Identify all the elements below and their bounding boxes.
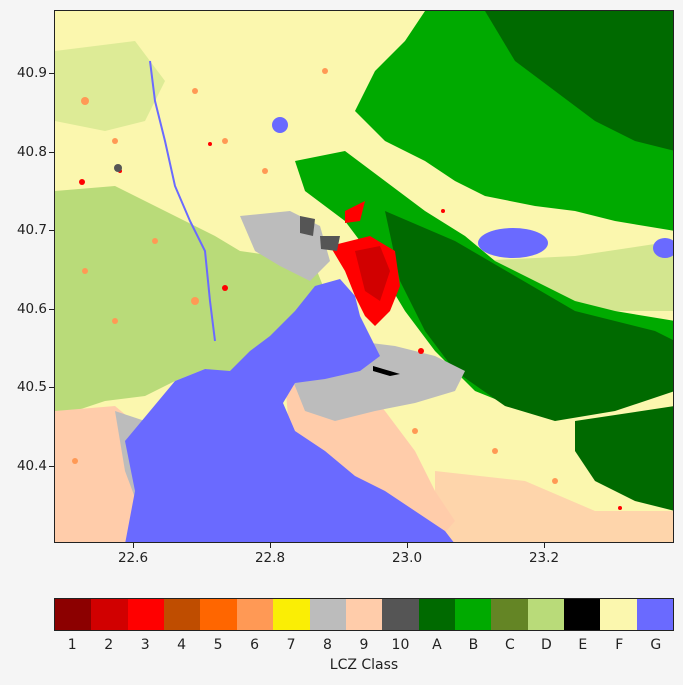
colorbar-swatch-7 <box>273 599 310 630</box>
colorbar-swatch-10 <box>382 599 419 630</box>
y-tick-label: 40.5 <box>16 379 47 395</box>
colorbar-swatch-8 <box>309 599 346 630</box>
colorbar-swatch-2 <box>91 599 128 630</box>
colorbar-label: B <box>468 637 479 653</box>
colorbar-swatch-f <box>600 599 637 630</box>
landcover-a-south <box>575 406 673 511</box>
colorbar-label: 3 <box>140 637 150 653</box>
landcover-3-north <box>345 201 365 223</box>
colorbar-label: 4 <box>177 637 187 653</box>
settlement-dots <box>72 68 558 484</box>
y-tick-label: 40.8 <box>16 144 47 160</box>
colorbar-label: C <box>504 637 515 653</box>
y-tick-mark <box>49 466 54 467</box>
y-tick-mark <box>49 152 54 153</box>
x-tick-mark <box>407 543 408 548</box>
colorbar-label: 1 <box>67 637 77 653</box>
colorbar-swatch-6 <box>236 599 274 630</box>
y-tick-mark <box>49 73 54 74</box>
colorbar-label: 6 <box>250 637 260 653</box>
x-tick-label: 23.0 <box>391 550 423 566</box>
colorbar-label: 8 <box>323 637 332 653</box>
settlement-industry-dot <box>114 164 122 172</box>
x-tick-label: 22.6 <box>117 550 149 566</box>
colorbar-swatch-a <box>418 599 455 630</box>
colorbar-label: D <box>540 637 552 653</box>
colorbar-swatch-b <box>454 599 492 630</box>
water-gulf <box>125 279 454 542</box>
colorbar-title: LCZ Class <box>329 657 399 673</box>
water-lake-koroneia <box>478 228 548 258</box>
y-tick-label: 40.4 <box>16 458 47 474</box>
y-tick-mark <box>49 387 54 388</box>
colorbar-label: E <box>578 637 588 653</box>
x-tick-label: 23.2 <box>528 550 560 566</box>
colorbar-label: 2 <box>104 637 114 653</box>
x-tick-mark <box>133 543 134 548</box>
colorbar-label: F <box>615 637 624 653</box>
x-tick-mark <box>270 543 271 548</box>
colorbar-swatch-4 <box>164 599 201 630</box>
x-tick-label: 22.8 <box>254 550 286 566</box>
colorbar-swatch-5 <box>200 599 237 630</box>
colorbar-label: 5 <box>213 637 223 653</box>
colorbar-label: G <box>650 637 662 653</box>
y-tick-label: 40.7 <box>16 222 47 238</box>
colorbar-swatch-3 <box>127 599 165 630</box>
landcover-a-north <box>485 11 673 151</box>
colorbar-label: 7 <box>286 637 296 653</box>
settlement-cores <box>79 142 622 510</box>
landcover-2-core <box>355 246 390 301</box>
colorbar-swatch-c <box>491 599 528 630</box>
colorbar-swatch-e <box>564 599 601 630</box>
colorbar-swatch-1 <box>55 599 92 630</box>
colorbar-swatch-d <box>527 599 565 630</box>
y-tick-label: 40.9 <box>16 65 47 81</box>
y-tick-mark <box>49 309 54 310</box>
water-river <box>149 60 216 342</box>
landcover-e-airport <box>373 366 400 376</box>
water-pond <box>272 117 288 133</box>
colorbar-swatch-9 <box>345 599 383 630</box>
landcover-d-north <box>55 41 165 131</box>
water-lake-volvi <box>653 238 673 258</box>
colorbar-swatch-g <box>636 599 674 630</box>
x-tick-mark <box>544 543 545 548</box>
colorbar-label: A <box>432 637 442 653</box>
colorbar-label: 10 <box>391 637 410 653</box>
y-tick-mark <box>49 230 54 231</box>
landcover-10-a <box>300 216 315 236</box>
lcz-colorbar <box>54 598 674 631</box>
landcover-10-b <box>320 236 340 251</box>
y-tick-label: 40.6 <box>16 301 47 317</box>
lcz-map <box>54 10 674 543</box>
landcover-9-south <box>435 471 673 542</box>
lcz-map-canvas <box>55 11 673 542</box>
colorbar-label: 9 <box>359 637 369 653</box>
